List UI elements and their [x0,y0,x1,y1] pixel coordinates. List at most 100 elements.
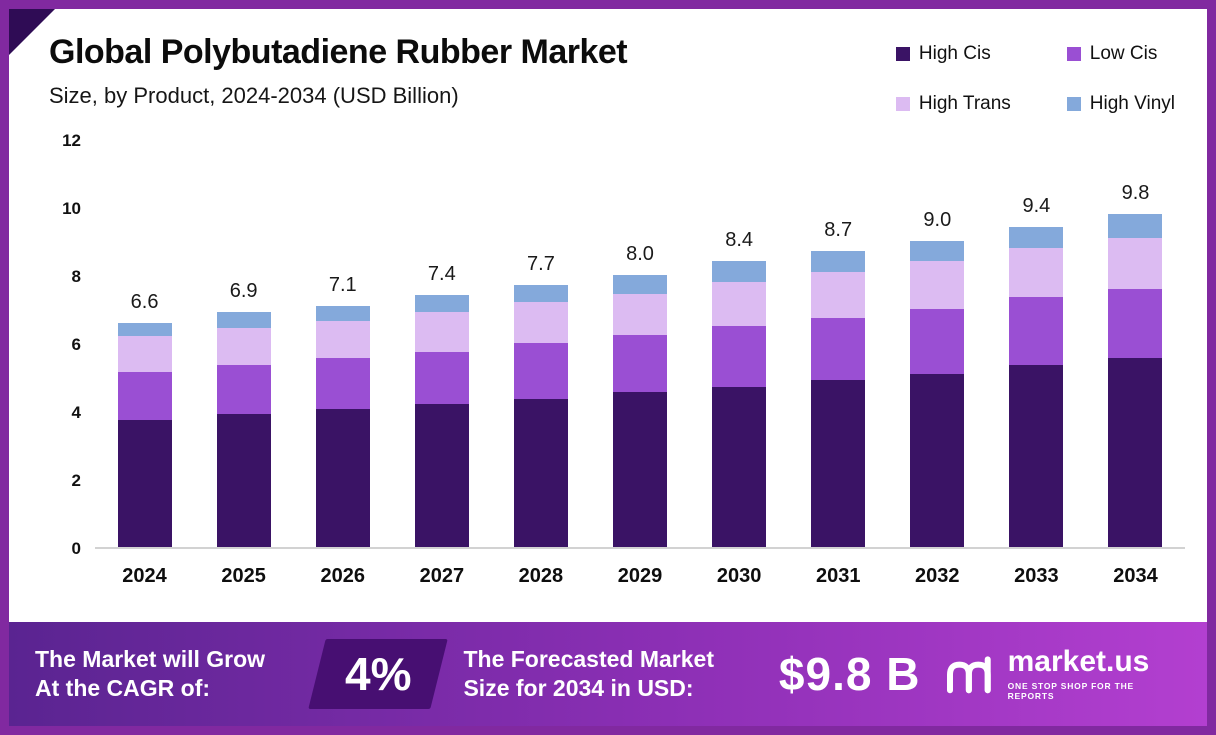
bar-2031: 8.7 [789,141,888,547]
corner-accent-triangle [9,9,55,55]
cagr-value-badge: 4% [308,639,449,709]
bar-segment-low-cis [513,343,568,400]
legend-swatch-low-cis [1066,47,1081,61]
bar-stack-2030 [712,261,767,547]
bar-segment-low-cis [1108,288,1163,359]
title-block: Global Polybutadiene Rubber Market Size,… [49,31,628,109]
bar-stack-2026 [315,305,370,547]
bar-segment-high-cis [414,404,469,547]
x-label-2025: 2025 [221,565,266,587]
forecast-label: The Forecasted Market Size for 2034 in U… [463,646,714,701]
bar-segment-high-vinyl [1009,227,1064,248]
bar-segment-low-cis [1009,297,1064,366]
brand-name: market.us [1007,645,1150,678]
bar-stack-2031 [811,251,866,547]
bar-segment-high-trans [712,281,767,327]
bar-segment-high-trans [1009,247,1064,298]
bar-2026: 7.1 [293,141,392,547]
bar-segment-high-trans [414,312,469,352]
bar-segment-high-vinyl [414,295,469,313]
bar-segment-high-cis [315,409,370,547]
y-tick-10: 10 [62,199,81,218]
legend-item-high-vinyl: High Vinyl [1066,93,1175,115]
legend-item-low-cis: Low Cis [1066,43,1175,65]
x-label-2028: 2028 [518,565,564,587]
plot-area: 6.6 6.9 7.1 7.4 7.7 8.0 8.4 8.7 9.0 9.4 9.8 [95,141,1185,549]
bar-total-label-2034: 9.8 [1121,181,1150,204]
bar-2030: 8.4 [690,141,789,547]
bar-segment-high-vinyl [513,285,568,303]
bar-segment-high-trans [613,293,668,335]
x-label-2033: 2033 [1014,565,1059,587]
page-title: Global Polybutadiene Rubber Market [49,33,628,71]
x-label-2026: 2026 [320,565,365,587]
bar-segment-high-trans [117,336,172,372]
cagr-label: The Market will Grow At the CAGR of: [35,646,266,701]
bar-total-label-2033: 9.4 [1022,195,1051,218]
legend-item-high-cis: High Cis [895,43,1011,65]
bar-segment-high-trans [513,302,568,344]
x-label-2027: 2027 [419,565,465,587]
bar-segment-low-cis [414,351,469,405]
bar-segment-high-vinyl [1108,213,1163,238]
bar-segment-high-vinyl [910,241,965,262]
y-tick-2: 2 [71,471,81,490]
bar-stack-2029 [613,275,668,547]
legend-swatch-high-trans [895,97,910,111]
bar-segment-high-vinyl [117,322,172,337]
legend: High Cis Low Cis High Trans High Vinyl [895,43,1175,115]
y-tick-12: 12 [62,131,81,150]
brand-logo: market.us ONE STOP SHOP FOR THE REPORTS [944,647,1181,701]
footer-banner: The Market will Grow At the CAGR of: 4% … [9,622,1207,726]
page-subtitle: Size, by Product, 2024-2034 (USD Billion… [49,83,459,108]
bar-segment-high-vinyl [613,275,668,294]
bar-total-label-2027: 7.4 [427,263,456,286]
x-label-2034: 2034 [1113,565,1158,587]
bar-2028: 7.7 [491,141,590,547]
bar-segment-low-cis [811,317,866,381]
x-axis: 2024 2025 2026 2027 2028 2029 2030 2031 2032 2033… [95,565,1185,588]
brand-text: market.us ONE STOP SHOP FOR THE REPORTS [1007,645,1181,702]
legend-label: High Cis [918,43,991,64]
brand-tagline: ONE STOP SHOP FOR THE REPORTS [1007,681,1134,701]
bar-2034: 9.8 [1086,141,1185,547]
bar-segment-low-cis [216,365,271,415]
bar-stack-2025 [216,312,271,547]
bar-total-label-2028: 7.7 [527,253,555,276]
bar-segment-low-cis [117,371,172,420]
bar-segment-low-cis [315,358,370,410]
bar-stack-2028 [513,285,568,547]
header: Global Polybutadiene Rubber Market Size,… [9,9,1207,115]
bar-segment-high-vinyl [811,251,866,272]
bar-2033: 9.4 [987,141,1086,547]
bar-segment-high-cis [216,414,271,547]
x-label-2024: 2024 [122,565,167,587]
y-axis: 0 2 4 6 8 10 12 [35,131,81,558]
bar-2032: 9.0 [888,141,987,547]
bar-segment-high-cis [910,373,965,547]
bar-segment-high-trans [1108,237,1163,289]
legend-label: High Trans [918,93,1011,114]
bar-total-label-2032: 9.0 [923,209,952,232]
bar-total-label-2030: 8.4 [725,229,754,252]
y-tick-4: 4 [71,403,81,422]
legend-item-high-trans: High Trans [895,93,1011,115]
bar-2025: 6.9 [194,141,293,547]
y-tick-8: 8 [71,267,81,286]
bar-2027: 7.4 [392,141,491,547]
bar-total-label-2029: 8.0 [626,243,654,266]
bar-segment-high-cis [712,387,767,547]
cagr-value: 4% [344,648,412,700]
x-label-2032: 2032 [915,565,960,587]
bar-segment-high-vinyl [216,312,271,328]
bar-segment-high-cis [811,380,866,547]
bar-stack-2034 [1108,213,1163,547]
legend-swatch-high-vinyl [1066,97,1081,111]
bar-segment-high-vinyl [712,261,767,282]
bar-total-label-2031: 8.7 [824,219,853,242]
bar-segment-high-cis [613,392,668,547]
bar-total-label-2024: 6.6 [130,290,159,313]
bar-total-label-2026: 7.1 [328,273,357,296]
bar-2024: 6.6 [95,141,194,547]
